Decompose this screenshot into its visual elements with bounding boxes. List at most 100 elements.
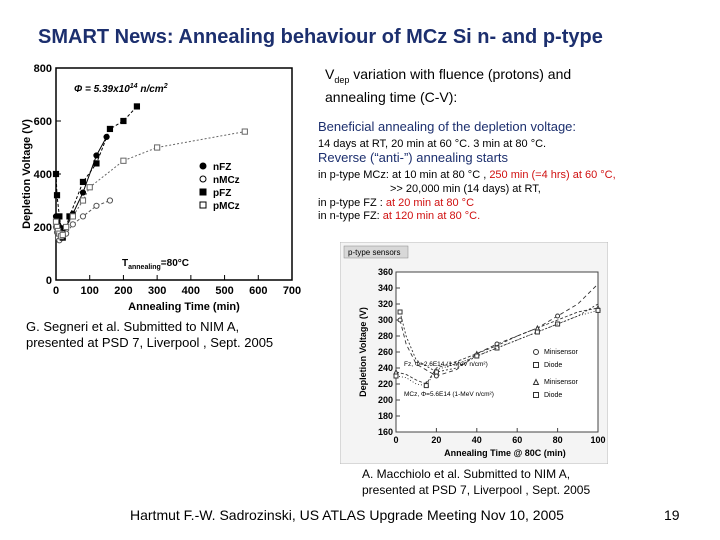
- series-pMCz: [52, 128, 248, 240]
- x-tick-label: 200: [114, 285, 132, 297]
- data-point-pFZ: [56, 213, 63, 220]
- fluence-annotation-part: 2: [163, 83, 168, 90]
- plot-frame: [395, 271, 599, 433]
- data-point-pMCz: [86, 184, 93, 191]
- chart-title-box: [343, 245, 409, 259]
- legend-label-nMCz: nMCz: [213, 175, 240, 186]
- reverse-heading: Reverse (“anti-”) annealing starts: [318, 150, 509, 165]
- fluence-annotation: Φ = 5.39x1014 n/cm2: [74, 83, 168, 95]
- x-axis-label: Annealing Time @ 80C (min): [444, 448, 566, 458]
- x-tick-label: 700: [283, 285, 301, 297]
- y-tick-label: 0: [46, 275, 52, 287]
- series-Fz-Minisensor: [397, 283, 599, 379]
- x-tick-label: 0: [393, 435, 398, 445]
- reverse-nfz-prefix: in n-type FZ:: [318, 210, 383, 222]
- legend-marker: [533, 362, 539, 368]
- data-point-nMCz: [69, 221, 76, 228]
- x-tick-label: 60: [512, 435, 522, 445]
- legend-marker-pMCz: [199, 201, 207, 209]
- reverse-mcz-continuation: >> 20,000 min (14 days) at RT,: [390, 183, 541, 195]
- y-tick-label: 240: [378, 363, 393, 373]
- slide-title: SMART News: Annealing behaviour of MCz S…: [38, 26, 603, 48]
- legend-marker: [533, 392, 539, 398]
- legend-marker: [533, 349, 539, 355]
- y-axis-label: Depletion Voltage (V): [21, 119, 33, 229]
- x-tick-label: 500: [215, 285, 233, 297]
- data-point-pMCz: [59, 231, 66, 239]
- reverse-pfz-prefix: in p-type FZ :: [318, 197, 386, 209]
- legend-entry-label: Minisensor: [544, 379, 579, 386]
- plot-frame: [55, 67, 293, 281]
- y-axis-label: Depletion Voltage (V): [358, 307, 368, 397]
- reverse-mcz-line: in p-type MCz: at 10 min at 80 °C , 250 …: [318, 168, 616, 182]
- legend-marker: [532, 378, 540, 385]
- data-point-pFZ: [52, 170, 60, 178]
- chart-title: p-type sensors: [348, 248, 400, 257]
- x-tick-label: 100: [81, 285, 99, 297]
- fluence-annotation-part: 14: [130, 83, 138, 90]
- data-point-pFZ: [79, 178, 87, 186]
- data-point-pFZ: [106, 125, 114, 133]
- series-line: [395, 309, 599, 387]
- anneal-symbol: T: [122, 258, 128, 269]
- x-axis-label: Annealing Time (min): [128, 301, 240, 313]
- data-point-pMCz: [241, 128, 248, 135]
- y-tick-label: 360: [378, 267, 393, 277]
- vdep-symbol: V: [325, 66, 335, 82]
- intro-text: Vdep variation with fluence (protons) an…: [325, 66, 571, 106]
- x-tick-label: 40: [472, 435, 482, 445]
- data-point-nMCz: [106, 197, 114, 204]
- page-number: 19: [664, 507, 680, 523]
- data-point: [393, 373, 399, 379]
- data-point-nFZ: [79, 189, 87, 196]
- x-tick-label: 300: [148, 285, 166, 297]
- y-tick-label: 260: [378, 347, 393, 357]
- vdep-subscript: dep: [334, 74, 350, 85]
- x-tick-label: 100: [590, 435, 605, 445]
- y-tick-label: 220: [378, 379, 393, 389]
- reverse-mcz-highlight: 250 min (=4 hrs) at 60 °C,: [489, 169, 616, 181]
- data-point: [423, 383, 429, 389]
- beneficial-heading: Beneficial annealing of the depletion vo…: [318, 119, 577, 134]
- data-point-pMCz: [154, 144, 161, 151]
- reverse-nfz-highlight: at 120 min at 80 °C.: [382, 210, 481, 222]
- citation-left-line-2: presented at PSD 7, Liverpool , Sept. 20…: [26, 335, 274, 350]
- series-line: [399, 303, 599, 373]
- legend-label-pMCz: pMCz: [213, 201, 240, 212]
- data-point-pFZ: [93, 160, 100, 167]
- data-point-pMCz: [79, 197, 87, 204]
- data-point: [397, 309, 403, 315]
- y-tick-label: 300: [378, 315, 393, 325]
- series-line: [399, 283, 599, 377]
- series-line-pFZ: [55, 106, 138, 238]
- intro-line-1: variation with fluence (protons) and: [353, 66, 572, 82]
- legend-entry-label: Diode: [544, 362, 562, 369]
- fluence-annotation-part: n/cm: [138, 84, 164, 95]
- y-tick-label: 160: [378, 427, 393, 437]
- y-tick-label: 320: [378, 299, 393, 309]
- data-point-pMCz: [120, 157, 127, 164]
- citation-right-line-1: A. Macchiolo et al. Submitted to NIM A,: [362, 467, 571, 481]
- data-point: [494, 345, 500, 351]
- footer-credit: Hartmut F.-W. Sadrozinski, US ATLAS Upgr…: [130, 507, 564, 523]
- data-point: [433, 373, 439, 379]
- data-point-pMCz: [52, 218, 60, 225]
- anneal-value: =80°C: [161, 258, 189, 269]
- reverse-pfz-line: in p-type FZ : at 20 min at 80 °C: [318, 196, 474, 210]
- legend-label-pFZ: pFZ: [213, 188, 231, 199]
- y-tick-label: 400: [34, 169, 52, 181]
- y-tick-label: 800: [34, 63, 52, 75]
- x-tick-label: 600: [249, 285, 267, 297]
- data-point-nMCz: [79, 213, 87, 220]
- reverse-pfz-highlight: at 20 min at 80 °C: [385, 197, 475, 209]
- data-point: [534, 329, 540, 335]
- data-point: [595, 307, 601, 313]
- data-point-pFZ: [133, 103, 141, 110]
- legend-group-label: Fz, Φ=2.6E14 (1-MeV n/cm²): [404, 361, 488, 368]
- reverse-mcz-prefix: in p-type MCz: at 10 min at 80 °C ,: [318, 169, 490, 181]
- y-tick-label: 340: [378, 283, 393, 293]
- p-type-sensors-chart: p-type sensors 0 20 40 60 80 100 160 180 200 220 24…: [340, 242, 608, 464]
- legend-marker-nMCz: [199, 175, 207, 183]
- data-point-nMCz: [93, 202, 100, 209]
- x-tick-label: 0: [53, 285, 59, 297]
